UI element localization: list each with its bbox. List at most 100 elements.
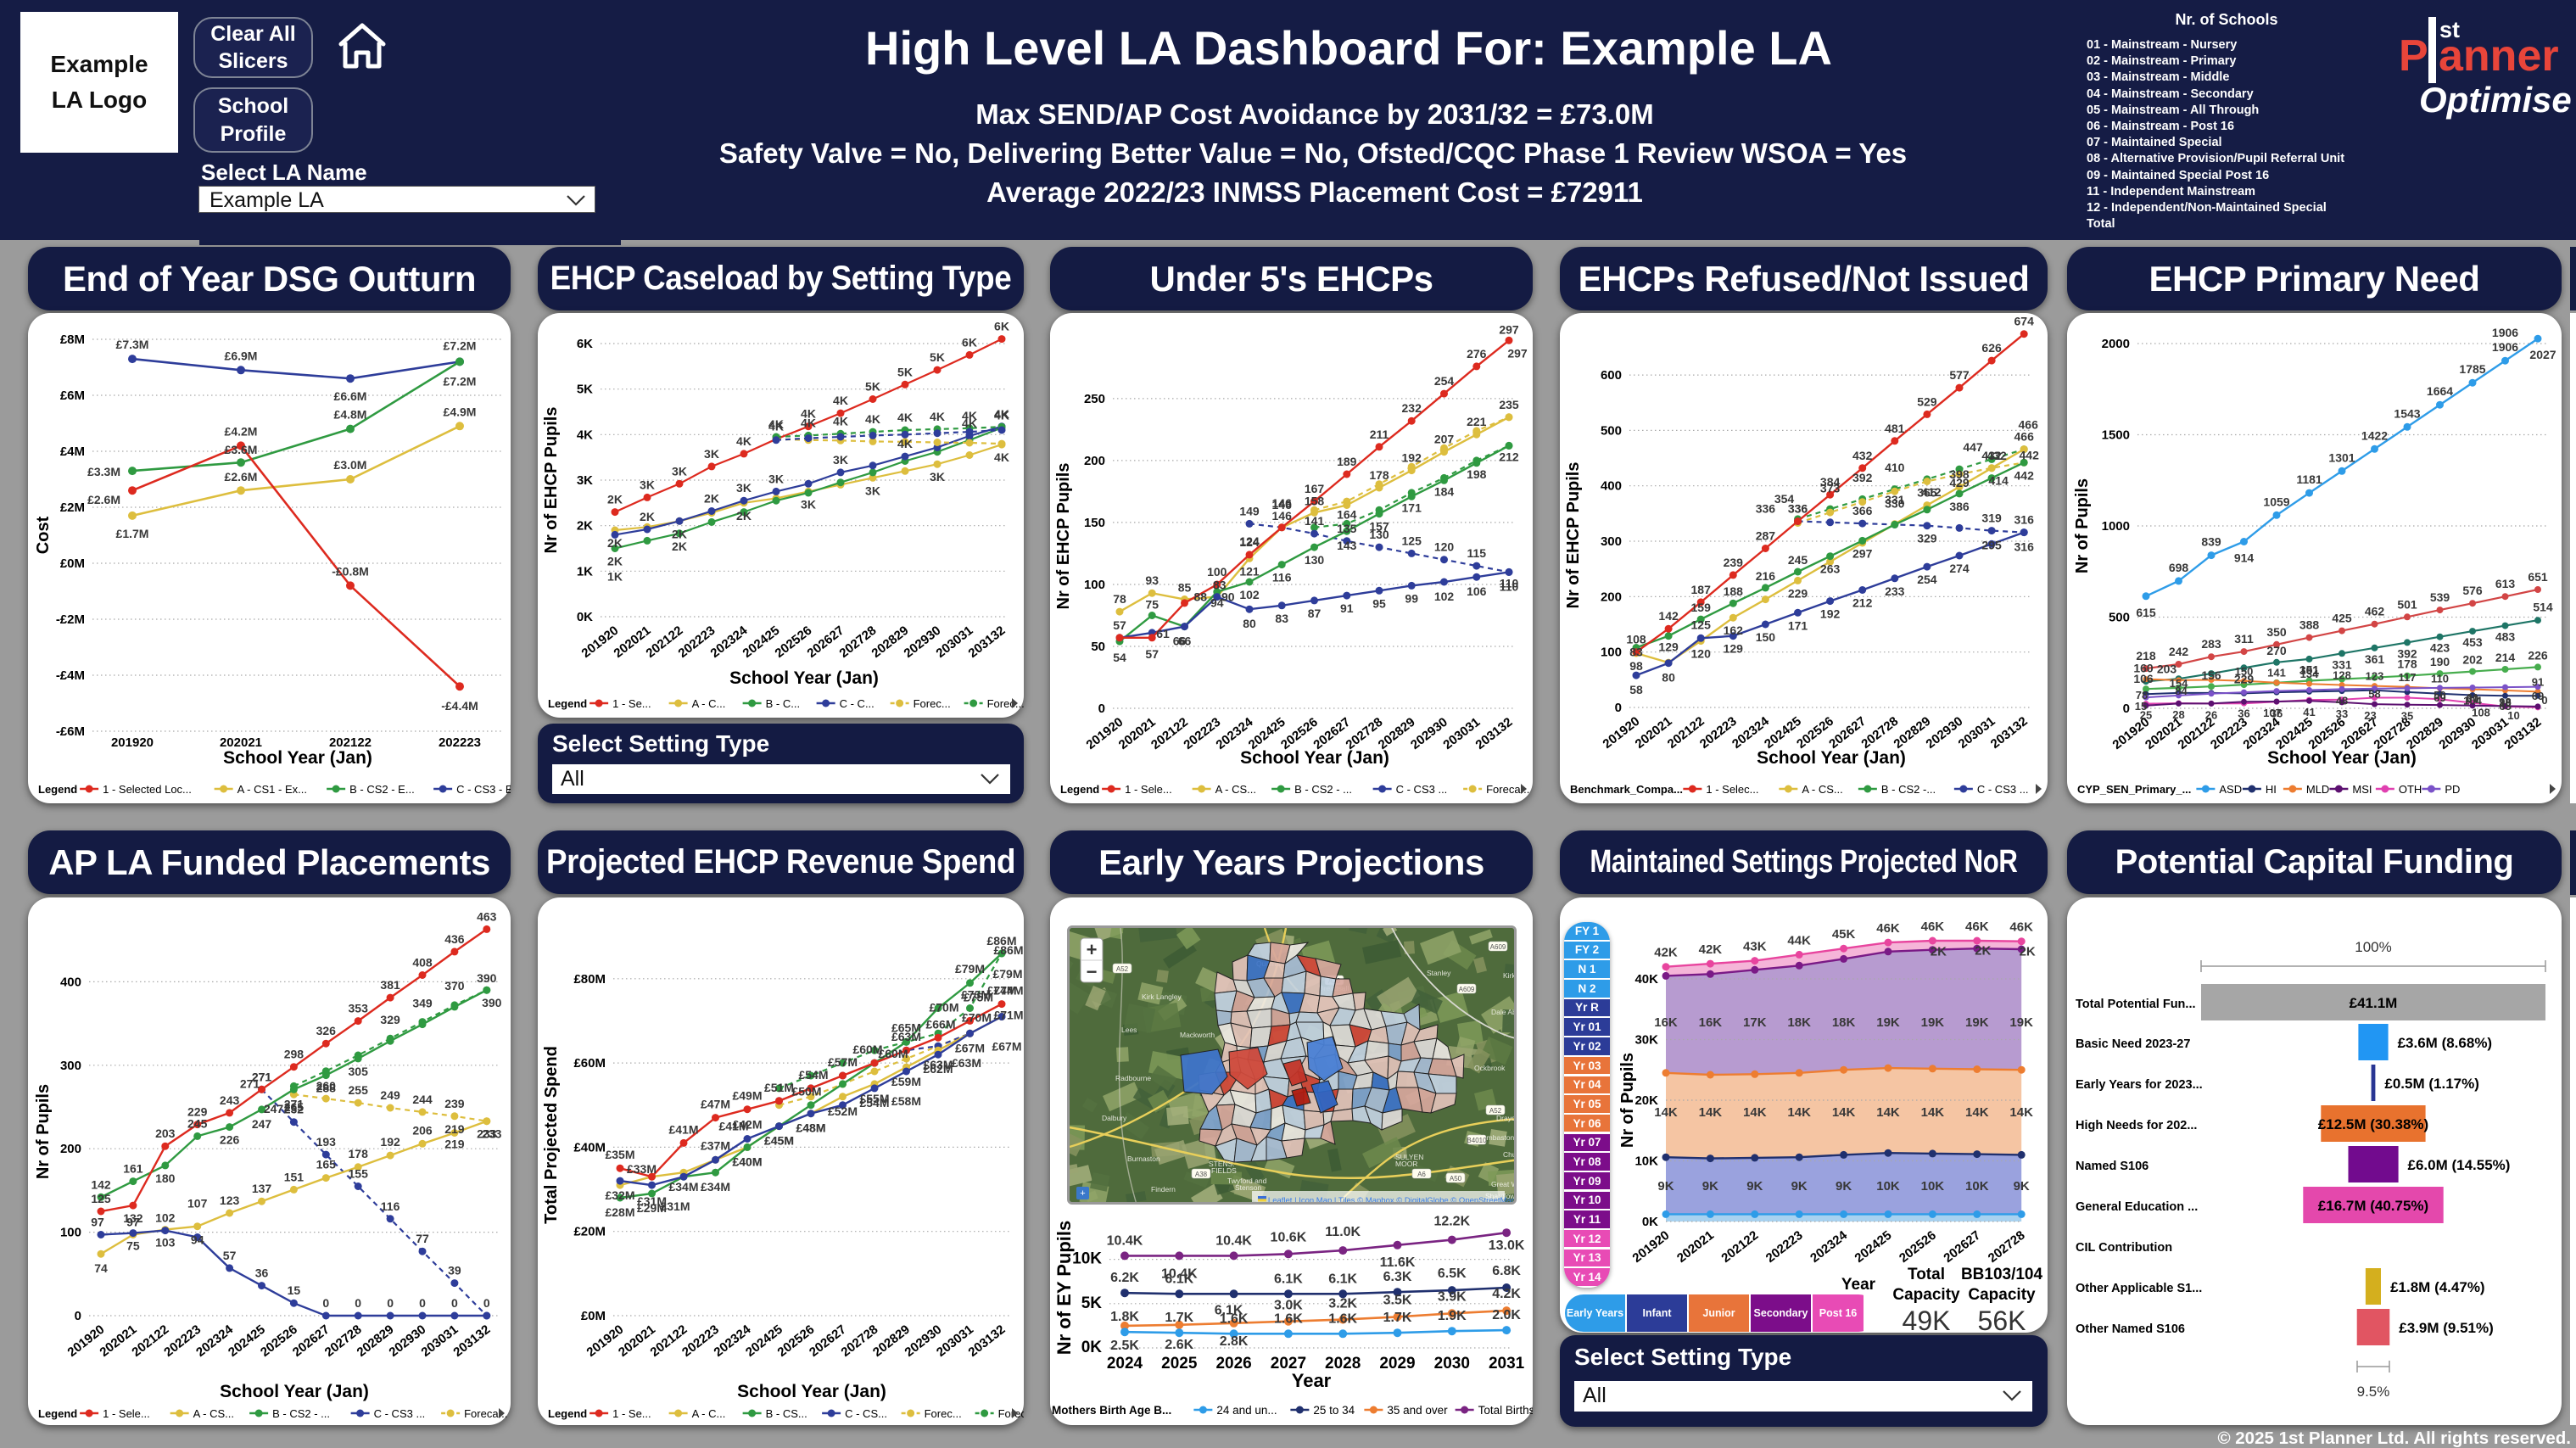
- svg-text:3K: 3K: [865, 484, 880, 497]
- svg-text:283: 283: [2201, 637, 2221, 651]
- svg-text:400: 400: [1601, 479, 1622, 494]
- svg-text:128: 128: [2333, 669, 2351, 682]
- svg-text:1664: 1664: [2427, 384, 2453, 398]
- svg-text:0: 0: [451, 1296, 458, 1310]
- svg-text:£66M: £66M: [925, 1017, 955, 1031]
- svg-text:90: 90: [1221, 590, 1235, 604]
- svg-text:193: 193: [316, 1135, 337, 1149]
- svg-text:56K: 56K: [1978, 1305, 2026, 1333]
- svg-text:£73M: £73M: [961, 988, 991, 1002]
- svg-text:408: 408: [412, 956, 433, 970]
- svg-text:110: 110: [1500, 576, 1519, 590]
- svg-text:14K: 14K: [1965, 1105, 1989, 1120]
- svg-text:331: 331: [2332, 657, 2352, 671]
- svg-text:91: 91: [1340, 601, 1354, 615]
- svg-text:500: 500: [2109, 611, 2130, 625]
- svg-text:41: 41: [2303, 706, 2315, 718]
- svg-text:250: 250: [1084, 392, 1105, 406]
- svg-text:200: 200: [1601, 590, 1622, 604]
- svg-text:453: 453: [2462, 635, 2483, 649]
- svg-text:202425: 202425: [1852, 1228, 1895, 1266]
- svg-text:171: 171: [1402, 500, 1422, 514]
- svg-text:192: 192: [1820, 607, 1841, 621]
- svg-text:£4.2M: £4.2M: [225, 424, 258, 438]
- svg-text:4K: 4K: [994, 408, 1009, 422]
- svg-text:Forec...: Forec...: [987, 697, 1024, 710]
- svg-text:25 to 34: 25 to 34: [1313, 1404, 1355, 1417]
- svg-text:462: 462: [2365, 605, 2385, 618]
- svg-text:School Year (Jan): School Year (Jan): [1757, 748, 1906, 768]
- svg-text:1 - Sele...: 1 - Sele...: [103, 1407, 150, 1420]
- svg-text:98: 98: [1629, 659, 1643, 673]
- svg-text:Nr of EY Pupils: Nr of EY Pupils: [1053, 1221, 1075, 1356]
- svg-text:423: 423: [2430, 641, 2450, 655]
- svg-text:184: 184: [1434, 484, 1455, 498]
- svg-text:158: 158: [1305, 494, 1325, 507]
- svg-text:B - CS2 - ...: B - CS2 - ...: [272, 1407, 330, 1420]
- svg-text:+: +: [1087, 939, 1098, 960]
- svg-text:300: 300: [1601, 534, 1622, 549]
- svg-text:A609: A609: [1459, 986, 1475, 993]
- svg-text:2027: 2027: [2529, 348, 2556, 361]
- svg-text:Leaflet | Icon Map | Tiles © M: Leaflet | Icon Map | Tiles © Mapbox © Di…: [1268, 1196, 1516, 1205]
- svg-text:School Year (Jan): School Year (Jan): [2267, 748, 2417, 768]
- svg-text:244: 244: [412, 1093, 433, 1106]
- svg-text:C - C...: C - C...: [840, 697, 874, 710]
- svg-text:123: 123: [2366, 670, 2384, 683]
- svg-text:Radbourne: Radbourne: [1115, 1074, 1151, 1082]
- svg-text:2K: 2K: [640, 510, 655, 523]
- svg-text:254: 254: [1917, 573, 1937, 586]
- svg-text:3K: 3K: [768, 472, 784, 485]
- svg-text:-£0.8M: -£0.8M: [332, 564, 369, 578]
- svg-text:157: 157: [1369, 520, 1389, 534]
- svg-text:232: 232: [284, 1103, 305, 1116]
- svg-text:46K: 46K: [1876, 921, 1900, 936]
- svg-text:0K: 0K: [1642, 1215, 1658, 1229]
- svg-text:203: 203: [155, 1127, 176, 1140]
- svg-text:219: 219: [444, 1138, 465, 1151]
- svg-text:2029: 2029: [1379, 1355, 1415, 1373]
- svg-text:1 - Se...: 1 - Se...: [612, 1407, 651, 1420]
- svg-text:2.5K: 2.5K: [1110, 1339, 1139, 1353]
- svg-text:£80M: £80M: [573, 972, 606, 987]
- svg-text:36: 36: [2238, 707, 2249, 719]
- svg-text:C - CS...: C - CS...: [845, 1407, 887, 1420]
- svg-text:4K: 4K: [577, 428, 593, 442]
- svg-text:336: 336: [1788, 502, 1808, 516]
- svg-text:£34M: £34M: [668, 1180, 698, 1194]
- svg-text:£48M: £48M: [796, 1121, 825, 1135]
- svg-text:202930: 202930: [2437, 715, 2479, 752]
- svg-text:A - CS1 - Ex...: A - CS1 - Ex...: [237, 783, 307, 796]
- svg-text:297: 297: [1507, 346, 1528, 360]
- svg-text:242: 242: [2169, 645, 2189, 658]
- svg-text:£1.7M: £1.7M: [116, 527, 149, 540]
- svg-text:15: 15: [288, 1283, 301, 1297]
- svg-text:Twyford and: Twyford and: [1227, 1177, 1267, 1185]
- svg-text:66: 66: [1173, 635, 1187, 648]
- svg-text:6.3K: 6.3K: [1383, 1270, 1412, 1284]
- svg-text:207: 207: [1434, 433, 1455, 446]
- svg-text:203: 203: [2157, 662, 2177, 675]
- svg-text:£86M: £86M: [993, 943, 1023, 957]
- svg-text:1.7K: 1.7K: [1165, 1311, 1193, 1325]
- svg-text:98: 98: [2499, 696, 2511, 708]
- svg-text:4K: 4K: [962, 409, 977, 422]
- svg-text:Capacity: Capacity: [1968, 1286, 2036, 1304]
- svg-text:5K: 5K: [865, 380, 880, 394]
- svg-text:11.6K: 11.6K: [1380, 1255, 1416, 1270]
- svg-text:10.4K: 10.4K: [1215, 1233, 1252, 1248]
- svg-text:36: 36: [2271, 707, 2283, 719]
- svg-text:200: 200: [60, 1142, 81, 1156]
- svg-text:1.6K: 1.6K: [1328, 1311, 1357, 1326]
- svg-text:£28M: £28M: [605, 1205, 634, 1219]
- svg-text:211: 211: [1370, 428, 1389, 441]
- svg-text:187: 187: [1691, 583, 1712, 596]
- svg-text:4K: 4K: [801, 407, 816, 421]
- svg-text:141: 141: [1305, 514, 1325, 528]
- svg-text:11.0K: 11.0K: [1325, 1225, 1361, 1239]
- svg-text:Mackworth: Mackworth: [1180, 1031, 1215, 1039]
- svg-text:Foreca...: Foreca...: [1486, 783, 1529, 796]
- svg-text:501: 501: [2397, 597, 2417, 611]
- svg-text:0: 0: [2123, 702, 2130, 716]
- svg-text:Stanley: Stanley: [1427, 969, 1451, 977]
